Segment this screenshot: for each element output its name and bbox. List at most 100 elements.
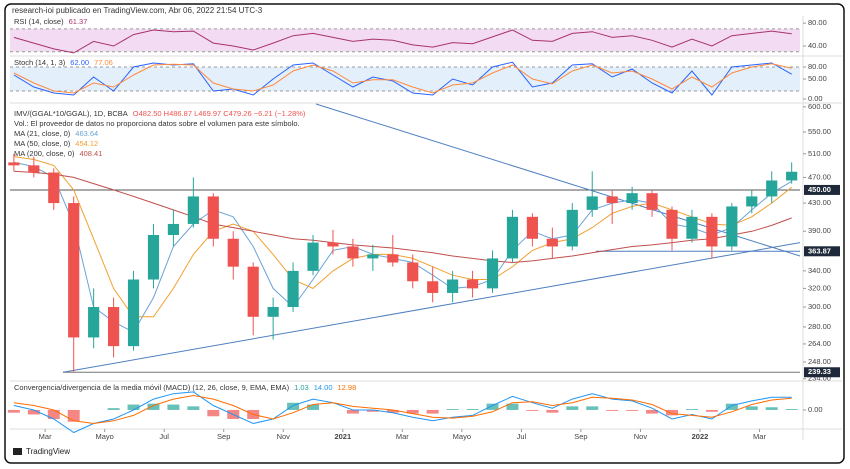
frame [4, 3, 845, 464]
histogram-bar [685, 409, 698, 410]
histogram-bar [366, 409, 379, 412]
histogram-bar [626, 409, 639, 411]
candle-body [486, 258, 499, 289]
y-tick-label: 280.00 [808, 322, 831, 331]
candle-body [347, 246, 359, 259]
histogram-bar [187, 406, 200, 410]
logo [13, 448, 22, 455]
histogram-bar [307, 404, 320, 410]
legend-value: 77.06 [94, 58, 113, 67]
legend-value: 463.64 [75, 129, 98, 138]
histogram-bar [725, 403, 738, 410]
histogram-bar [526, 409, 539, 411]
candle-body [28, 165, 40, 173]
histogram-bar [27, 409, 40, 415]
candle-body [526, 216, 538, 239]
histogram-bar [546, 409, 559, 413]
histogram-bar [386, 409, 399, 413]
y-tick-label: 510.00 [808, 149, 831, 158]
histogram-bar [666, 409, 678, 416]
y-tick-label: 390.00 [808, 226, 831, 235]
indicator-title: Stoch (14, 1, 3) [14, 58, 66, 67]
moving-average [13, 170, 792, 264]
x-tick-label: Jul [159, 432, 169, 441]
candle-body [447, 279, 459, 293]
moving-average [13, 156, 793, 318]
histogram-bar [287, 402, 300, 410]
histogram-bar [107, 408, 120, 410]
indicator-band [10, 28, 800, 52]
histogram-bar [566, 406, 579, 410]
indicator-line [13, 29, 792, 54]
legend-value: 454.12 [75, 139, 98, 148]
y-tick-label: 300.00 [808, 302, 831, 311]
footer: TradingView [26, 447, 70, 456]
indicator-line [13, 61, 792, 96]
candle-body [586, 196, 598, 210]
price-label: 363.87 [808, 246, 831, 255]
indicator-line [13, 394, 792, 425]
y-tick-label: 234.00 [808, 374, 831, 383]
trendline [315, 103, 801, 257]
legend-name: MA (50, close, 0) [14, 139, 71, 148]
histogram-bar [67, 409, 80, 422]
candle-body [307, 242, 319, 271]
histogram-bar [207, 409, 220, 417]
indicator-title: Convergencia/divergencia de la media móv… [14, 383, 290, 392]
legend-value: 408.41 [79, 149, 102, 158]
x-tick-label: Sep [574, 432, 587, 441]
histogram-bar [466, 409, 479, 410]
candle-body [287, 270, 299, 308]
indicator-title: RSI (14, close) [14, 17, 64, 26]
candle-body [147, 234, 160, 280]
y-tick-label: 50.00 [808, 74, 827, 83]
histogram-bar [705, 409, 718, 412]
candle-body [427, 281, 439, 293]
price-label-box [804, 184, 840, 195]
legend-value: 14.00 [314, 383, 333, 392]
indicator-band [10, 67, 800, 91]
histogram-bar [406, 409, 419, 414]
y-tick-label: 0.00 [808, 405, 823, 414]
y-tick-label: 264.00 [808, 339, 831, 348]
histogram-bar [47, 409, 60, 419]
candle-body [387, 254, 399, 263]
x-tick-label: 2021 [334, 432, 351, 441]
histogram-bar [7, 409, 20, 413]
y-tick-label: 40.00 [808, 41, 827, 50]
candle-body [167, 223, 180, 235]
y-tick-label: 248.00 [808, 357, 831, 366]
candle-body [207, 196, 219, 239]
y-tick-label: 340.00 [808, 266, 831, 275]
histogram-bar [346, 409, 359, 414]
histogram-bar [606, 409, 619, 411]
y-tick-label: 320.00 [808, 283, 831, 292]
candle-body [127, 279, 140, 347]
candle-body [367, 254, 379, 259]
legend-value: 12.98 [338, 383, 357, 392]
trendline [62, 242, 801, 373]
candle-body [506, 216, 519, 259]
candle-body [606, 196, 618, 204]
y-tick-label: 430.00 [808, 198, 831, 207]
x-tick-label: Mar [39, 432, 52, 441]
legend-name: MA (21, close, 0) [14, 129, 71, 138]
candle-body [88, 307, 100, 338]
x-tick-label: Nov [277, 432, 291, 441]
volume-note: Vol.: El proveedor de datos no proporcio… [14, 119, 300, 128]
candle-body [267, 307, 279, 317]
histogram-bar [147, 403, 160, 410]
x-tick-label: Mayo [95, 432, 113, 441]
histogram-bar [765, 407, 778, 410]
histogram-bar [745, 406, 758, 410]
candle-body [546, 238, 558, 247]
candle-body [327, 242, 339, 247]
candle-body [686, 216, 698, 239]
symbol: IMV/(GGAL*10/GGAL), 1D, BCBA [14, 109, 128, 118]
indicator-line [13, 391, 792, 434]
y-tick-label: 550.00 [808, 127, 831, 136]
histogram-bar [167, 404, 180, 410]
price-label: 239.33 [808, 367, 831, 376]
candle-body [466, 279, 479, 289]
candle-body [68, 203, 80, 338]
